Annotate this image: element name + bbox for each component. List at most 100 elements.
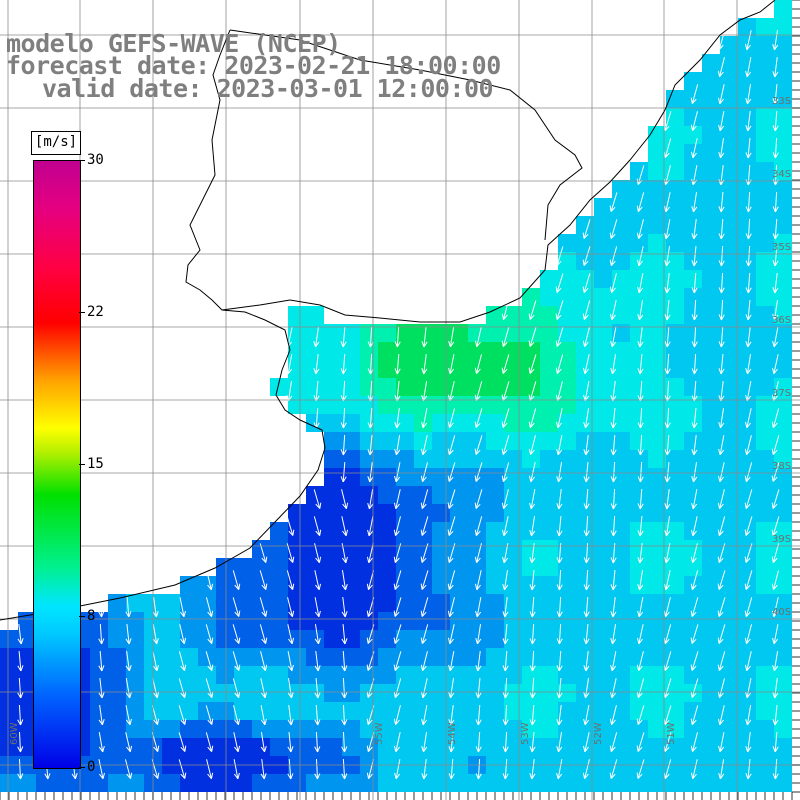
wind-speed-cell xyxy=(558,558,576,576)
wind-speed-cell xyxy=(198,576,216,594)
wind-arrow xyxy=(717,624,726,644)
wind-speed-cell xyxy=(594,702,612,720)
wind-speed-cell xyxy=(378,576,396,594)
wind-arrow xyxy=(745,218,752,240)
wind-speed-cell xyxy=(162,594,180,612)
wind-speed-cell xyxy=(738,720,756,738)
wind-speed-cell xyxy=(630,540,648,558)
wind-speed-cell xyxy=(360,540,378,558)
wind-speed-cell xyxy=(720,702,738,720)
wind-speed-cell xyxy=(702,216,720,234)
wind-speed-cell xyxy=(414,432,432,450)
wind-arrow xyxy=(744,624,753,645)
wind-arrow xyxy=(341,516,349,537)
wind-speed-cell xyxy=(522,774,540,792)
wind-arrow xyxy=(205,624,214,644)
wind-arrow xyxy=(205,678,214,698)
wind-speed-cell xyxy=(522,486,540,504)
wind-speed-cell xyxy=(306,342,324,360)
wind-speed-cell xyxy=(324,666,342,684)
wind-arrow xyxy=(393,597,402,617)
wind-speed-cell xyxy=(540,414,558,432)
wind-speed-cell xyxy=(450,774,468,792)
wind-arrow xyxy=(637,597,644,618)
wind-arrow xyxy=(341,650,348,672)
wind-speed-cell xyxy=(648,576,666,594)
wind-arrow xyxy=(745,57,752,78)
wind-speed-cell xyxy=(648,144,666,162)
wind-speed-cell xyxy=(558,468,576,486)
wind-arrow xyxy=(232,678,241,698)
wind-arrow xyxy=(609,192,618,212)
wind-speed-cell xyxy=(396,486,414,504)
wind-speed-cell xyxy=(540,306,558,324)
wind-speed-cell xyxy=(648,396,666,414)
wind-speed-cell xyxy=(702,450,720,468)
wind-arrow xyxy=(745,678,752,699)
wind-speed-cell xyxy=(216,558,234,576)
wind-speed-cell xyxy=(612,558,630,576)
wind-arrow xyxy=(178,705,187,725)
wind-speed-cell xyxy=(486,540,504,558)
wind-arrow xyxy=(637,434,644,456)
wind-speed-cell xyxy=(270,738,288,756)
wind-speed-cell xyxy=(666,504,684,522)
wind-speed-cell xyxy=(378,720,396,738)
wind-speed-cell xyxy=(540,288,558,306)
wind-speed-cell xyxy=(378,558,396,576)
wind-arrow xyxy=(690,516,698,537)
wind-arrow xyxy=(420,651,428,672)
wind-speed-cell xyxy=(612,630,630,648)
wind-speed-cell xyxy=(18,630,36,648)
wind-speed-cell xyxy=(414,738,432,756)
wind-arrow xyxy=(609,732,618,752)
wind-speed-cell xyxy=(738,468,756,486)
wind-arrow xyxy=(232,597,241,617)
wind-arrow xyxy=(125,624,132,645)
wind-speed-cell xyxy=(540,774,558,792)
wind-arrow xyxy=(771,408,780,428)
wind-arrow xyxy=(610,651,617,672)
wind-speed-cell xyxy=(270,612,288,630)
wind-speed-cell xyxy=(396,774,414,792)
wind-arrow xyxy=(717,57,725,78)
wind-speed-cell xyxy=(414,684,432,702)
wind-arrow xyxy=(314,543,322,564)
wind-speed-cell xyxy=(414,414,432,432)
wind-speed-cell xyxy=(774,288,792,306)
wind-arrow xyxy=(583,678,590,699)
wind-speed-cell xyxy=(342,594,360,612)
wind-arrow xyxy=(744,597,753,617)
wind-speed-cell xyxy=(540,576,558,594)
wind-arrow xyxy=(286,354,293,375)
wind-speed-cell xyxy=(720,414,738,432)
wind-speed-cell xyxy=(720,630,738,648)
wind-speed-cell xyxy=(720,360,738,378)
wind-speed-cell xyxy=(342,702,360,720)
wind-speed-cell xyxy=(684,72,702,90)
wind-speed-cell xyxy=(252,738,270,756)
wind-speed-cell xyxy=(738,270,756,288)
wind-speed-cell xyxy=(414,468,432,486)
wind-arrow xyxy=(583,596,590,618)
wind-speed-cell xyxy=(378,648,396,666)
wind-arrow xyxy=(529,516,536,537)
wind-speed-cell xyxy=(414,396,432,414)
wind-speed-cell xyxy=(774,576,792,594)
wind-speed-cell xyxy=(378,414,396,432)
wind-speed-cell xyxy=(576,594,594,612)
wind-arrow xyxy=(393,651,402,671)
wind-arrow xyxy=(502,677,509,699)
wind-arrow xyxy=(556,650,563,672)
wind-arrow xyxy=(610,407,617,429)
wind-speed-cell xyxy=(504,594,522,612)
wind-speed-cell xyxy=(756,612,774,630)
wind-arrow xyxy=(205,705,214,725)
wind-speed-cell xyxy=(540,630,558,648)
wind-speed-cell xyxy=(756,108,774,126)
wind-speed-cell xyxy=(720,306,738,324)
wind-arrow xyxy=(341,677,348,699)
wind-arrow xyxy=(637,407,644,429)
wind-arrow xyxy=(664,219,671,240)
wind-speed-cell xyxy=(756,288,774,306)
